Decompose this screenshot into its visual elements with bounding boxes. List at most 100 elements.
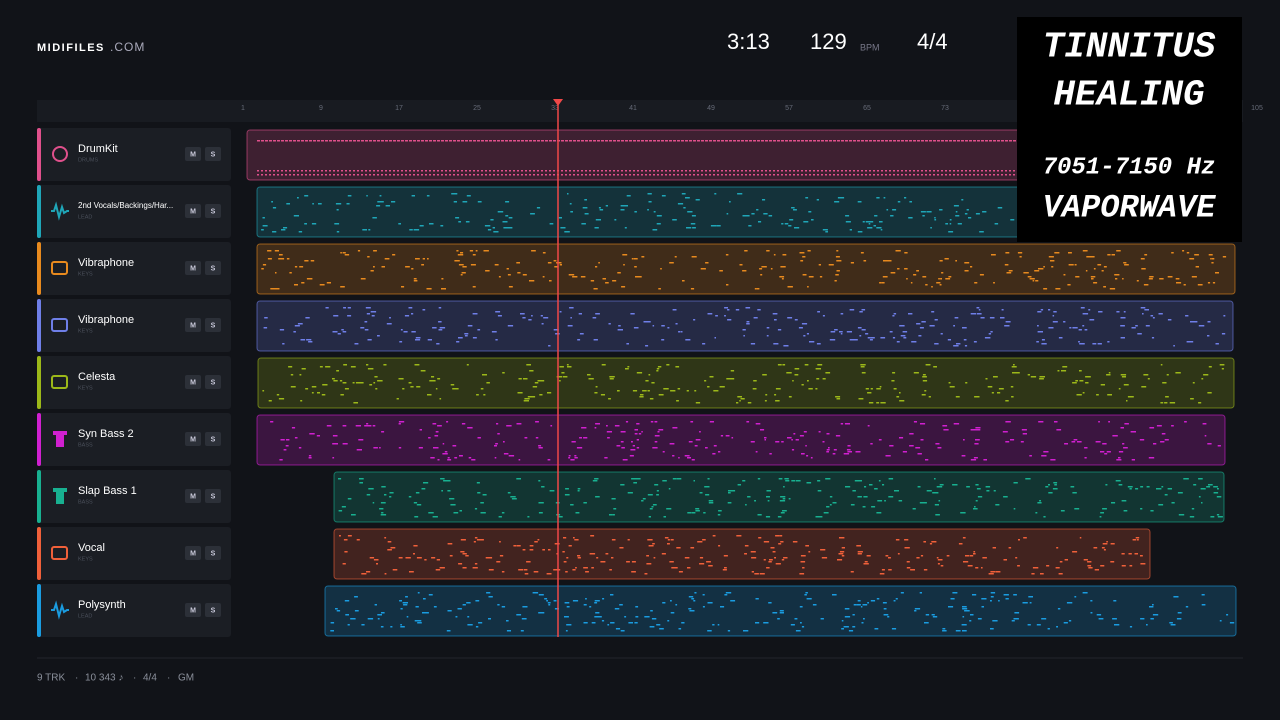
mute-button[interactable] — [185, 432, 201, 446]
note — [468, 457, 472, 459]
note — [337, 174, 339, 176]
mute-button[interactable] — [185, 261, 201, 275]
note — [329, 140, 332, 142]
note — [261, 140, 264, 142]
note — [669, 174, 671, 176]
note — [730, 378, 735, 380]
note — [671, 567, 675, 569]
note — [393, 170, 395, 172]
note — [924, 622, 929, 624]
note — [1023, 537, 1027, 539]
note — [982, 557, 987, 559]
solo-button[interactable] — [205, 603, 221, 617]
note — [366, 494, 371, 496]
note — [895, 250, 901, 252]
note — [595, 496, 600, 498]
note — [687, 211, 693, 213]
note — [277, 140, 280, 142]
mute-button[interactable] — [185, 546, 201, 560]
note — [538, 512, 543, 514]
note — [934, 217, 936, 219]
note — [373, 174, 375, 176]
note — [938, 278, 940, 280]
note — [949, 174, 951, 176]
note — [1114, 274, 1120, 276]
note — [415, 337, 421, 339]
mute-button[interactable] — [185, 318, 201, 332]
track-category: KEYS — [78, 385, 93, 391]
solo-button[interactable] — [205, 318, 221, 332]
note — [534, 382, 539, 384]
note — [474, 537, 478, 539]
note — [605, 205, 608, 207]
note — [635, 616, 639, 618]
note — [577, 555, 581, 557]
note — [620, 630, 625, 632]
note — [637, 174, 639, 176]
note — [990, 596, 994, 598]
note — [693, 174, 695, 176]
note — [647, 390, 650, 392]
note — [372, 502, 375, 504]
note — [309, 170, 311, 172]
note — [800, 555, 806, 557]
note — [630, 449, 636, 451]
mute-button[interactable] — [185, 147, 201, 161]
solo-button[interactable] — [205, 489, 221, 503]
note — [333, 315, 339, 317]
note — [729, 201, 731, 203]
note — [939, 484, 944, 486]
note — [1003, 496, 1008, 498]
note — [358, 439, 364, 441]
note — [497, 170, 499, 172]
note — [1221, 368, 1224, 370]
note — [763, 541, 770, 543]
solo-button[interactable] — [205, 432, 221, 446]
note — [929, 174, 931, 176]
clip-notes — [262, 364, 1225, 404]
note — [779, 500, 786, 502]
note — [826, 449, 830, 451]
note — [1150, 618, 1154, 620]
mute-button[interactable] — [185, 603, 201, 617]
note — [537, 174, 539, 176]
solo-button[interactable] — [205, 204, 221, 218]
note — [542, 549, 545, 551]
solo-button[interactable] — [205, 546, 221, 560]
note — [393, 174, 395, 176]
note — [617, 329, 623, 331]
note — [849, 309, 855, 311]
note — [908, 313, 913, 315]
note — [447, 490, 451, 492]
note — [477, 492, 481, 494]
solo-button[interactable] — [205, 147, 221, 161]
note — [843, 626, 849, 628]
note — [474, 563, 478, 565]
note — [1149, 427, 1155, 429]
note — [995, 504, 1000, 506]
note — [964, 213, 968, 215]
note — [305, 140, 308, 142]
note — [693, 170, 695, 172]
note — [885, 170, 887, 172]
note — [482, 494, 487, 496]
note — [743, 630, 749, 632]
mute-button[interactable] — [185, 375, 201, 389]
note — [750, 441, 755, 443]
note — [1201, 378, 1204, 380]
note — [662, 480, 667, 482]
note — [392, 254, 396, 256]
note — [301, 282, 305, 284]
note — [285, 140, 288, 142]
note — [1082, 250, 1088, 252]
mute-button[interactable] — [185, 204, 201, 218]
note — [400, 608, 403, 610]
note — [1164, 494, 1168, 496]
mute-button[interactable] — [185, 489, 201, 503]
note — [1064, 443, 1068, 445]
note — [367, 618, 374, 620]
note — [880, 337, 886, 339]
solo-button[interactable] — [205, 261, 221, 275]
mute-label: M — [190, 379, 196, 386]
solo-button[interactable] — [205, 375, 221, 389]
